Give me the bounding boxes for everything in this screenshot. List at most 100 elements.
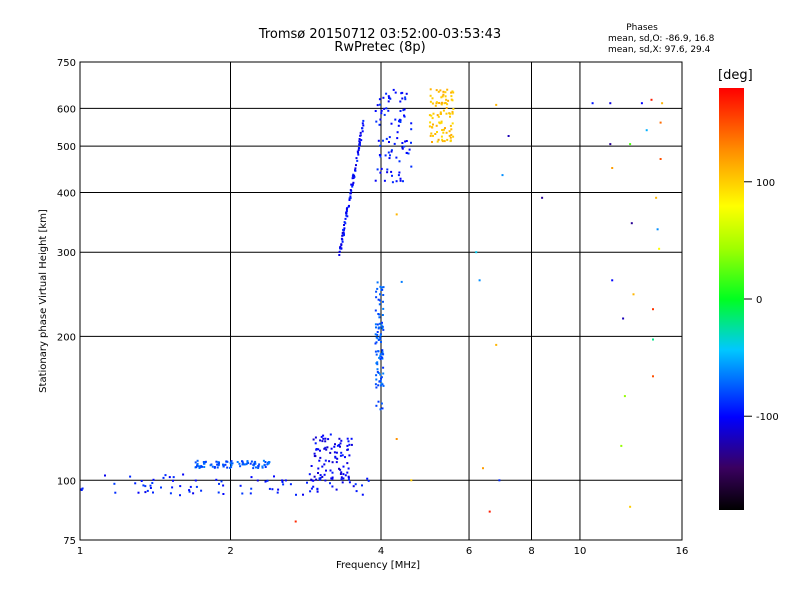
x-tick-label: 16 [676, 546, 689, 557]
data-point [216, 463, 219, 466]
data-point [353, 176, 356, 178]
data-point [310, 465, 313, 467]
data-point [149, 487, 152, 489]
data-point [317, 467, 320, 470]
data-point [217, 462, 220, 465]
data-point [444, 95, 447, 98]
data-point [375, 296, 378, 299]
data-point [239, 484, 242, 487]
data-point [376, 331, 379, 333]
data-point [250, 476, 253, 479]
data-point [367, 479, 370, 482]
data-point [249, 492, 252, 495]
data-point [436, 140, 439, 143]
data-point [343, 224, 345, 226]
data-point [347, 440, 350, 443]
phases-stats-title: Phases [626, 23, 658, 33]
data-point [404, 140, 407, 143]
data-point [323, 463, 326, 466]
x-tick-label: 8 [528, 546, 534, 557]
data-point [382, 307, 385, 310]
data-point [81, 487, 84, 490]
data-point [217, 461, 220, 464]
data-point [342, 473, 345, 476]
data-point [334, 443, 336, 446]
data-point [652, 308, 654, 311]
data-point [345, 210, 348, 212]
data-point [351, 185, 354, 188]
data-point [376, 281, 379, 284]
data-point [385, 107, 388, 110]
data-point [196, 462, 199, 465]
data-point [319, 456, 322, 459]
data-point [389, 154, 391, 157]
data-point [340, 237, 343, 240]
y-tick-label: 750 [57, 58, 76, 69]
data-point [436, 131, 438, 133]
data-point [442, 131, 445, 134]
data-point [382, 294, 385, 296]
data-point [431, 141, 433, 143]
data-point [390, 150, 393, 153]
data-point [656, 228, 659, 231]
data-point [346, 448, 349, 451]
data-point [348, 204, 350, 207]
y-tick-label: 75 [63, 536, 76, 547]
data-point [351, 183, 354, 186]
data-point [386, 171, 389, 174]
data-point [114, 491, 117, 494]
data-point [151, 482, 154, 484]
data-point [611, 279, 614, 282]
data-point [172, 476, 175, 479]
data-point [438, 121, 441, 124]
data-point [350, 443, 353, 446]
data-point [405, 140, 408, 142]
data-point [264, 480, 267, 483]
data-point [444, 127, 446, 130]
data-point [113, 482, 116, 485]
data-point [451, 90, 454, 93]
data-point [336, 457, 339, 460]
data-point [379, 355, 382, 358]
data-point [452, 91, 455, 94]
data-point [334, 455, 337, 458]
data-point [378, 123, 381, 126]
data-point [442, 93, 445, 96]
data-point [241, 492, 244, 495]
data-point [440, 135, 443, 138]
data-point [201, 465, 204, 468]
data-point [331, 477, 334, 480]
data-point [382, 139, 384, 142]
data-point [263, 463, 266, 466]
x-tick-label: 1 [77, 546, 83, 557]
data-point [397, 124, 400, 127]
data-point [319, 439, 322, 442]
data-point [652, 338, 654, 341]
data-point [250, 487, 253, 490]
data-point [358, 141, 361, 144]
data-point [348, 454, 351, 457]
data-point [450, 133, 453, 136]
data-point [358, 140, 361, 143]
data-point [450, 91, 453, 94]
data-point [129, 475, 132, 478]
data-point [381, 349, 384, 352]
data-point [343, 221, 346, 224]
data-point [439, 111, 442, 114]
data-point [377, 139, 380, 142]
data-point [379, 373, 382, 376]
data-point [362, 124, 365, 127]
data-point [434, 133, 437, 135]
data-point [344, 222, 347, 225]
data-point [428, 114, 431, 117]
data-point [149, 484, 152, 487]
data-point [339, 473, 342, 475]
data-point [302, 493, 304, 496]
data-point [313, 475, 316, 478]
data-point [387, 109, 390, 112]
data-point [348, 443, 351, 446]
data-point [310, 478, 313, 481]
data-point [329, 433, 332, 436]
data-point [236, 461, 239, 463]
